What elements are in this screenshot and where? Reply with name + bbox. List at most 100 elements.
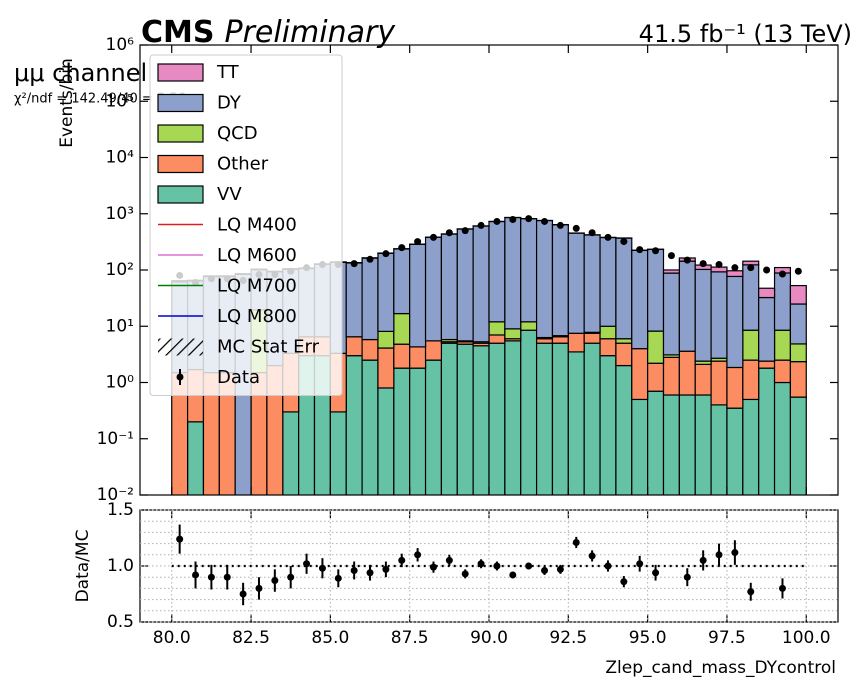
ratio-point [461, 570, 469, 578]
x-axis-label: Zlep_cand_mass_DYcontrol [605, 658, 836, 678]
stack-bar [599, 236, 617, 327]
stack-bar [393, 248, 411, 315]
stack-bar [377, 252, 395, 332]
x-tick-label: 95.0 [629, 628, 667, 648]
stack-bar [742, 329, 760, 361]
ratio-point [287, 573, 295, 581]
stack-bar [647, 248, 665, 332]
data-point [382, 250, 390, 258]
ratio-point [572, 538, 580, 546]
stack-bar [726, 270, 744, 278]
ratio-y-tick-label: 1.5 [107, 500, 134, 520]
legend-label: QCD [217, 123, 258, 144]
stack-bar [409, 346, 427, 369]
ratio-point [255, 584, 263, 592]
data-point [572, 224, 580, 232]
y-tick-label: 10³ [106, 204, 134, 224]
legend-label: LQ M400 [217, 215, 297, 236]
y-tick-label: 10⁰ [106, 373, 135, 393]
data-point [556, 221, 564, 229]
stack-bar [440, 342, 458, 495]
title: CMS [141, 15, 214, 50]
stack-bar [662, 269, 680, 274]
ratio-point [192, 571, 200, 579]
ratio-point [509, 571, 517, 579]
legend-label: VV [217, 184, 242, 205]
stack-bar [583, 342, 601, 495]
ratio-point [556, 565, 564, 573]
stack-bar [710, 271, 728, 359]
stack-bar [726, 275, 744, 369]
overlay: 10⁻² 10⁻¹ 10⁰ 10¹ 10² 10³ 10⁴ 10⁵ 10⁶ 80.0 82.5 85.… [97, 35, 838, 648]
data-point [763, 266, 771, 274]
ratio-point [477, 560, 485, 568]
stack-bar [615, 342, 633, 367]
stack-bar [393, 343, 411, 369]
stack-bar [488, 342, 506, 495]
stack-bar [631, 398, 649, 495]
stack-bar [345, 262, 363, 338]
cms-label: CMS Preliminary [141, 15, 396, 50]
ratio-point [604, 562, 612, 570]
stack-bar [647, 390, 665, 495]
ratio-point [699, 556, 707, 564]
stack-bar [583, 332, 601, 344]
stack-bar [615, 364, 633, 495]
stack-bar [773, 359, 792, 384]
y-tick-label: 10⁴ [106, 148, 135, 168]
stack-bar [535, 338, 554, 344]
stack-bar [551, 342, 569, 495]
stack-bar [535, 219, 554, 339]
ratio-point [318, 564, 326, 572]
data-point [588, 229, 596, 237]
stack-bar [631, 249, 649, 350]
legend-label: MC Stat Err [217, 337, 320, 358]
stack-bar [694, 268, 712, 362]
stack-bar [488, 220, 506, 323]
stack-bar [424, 236, 443, 342]
stack-bar [742, 264, 760, 331]
data-point [477, 221, 485, 229]
stack-bar [758, 360, 776, 369]
data-point [429, 233, 437, 241]
stack-bar [551, 336, 569, 344]
stack-bar [789, 361, 807, 398]
stack-bar [710, 360, 728, 406]
x-tick-label: 90.0 [470, 628, 508, 648]
y-tick-label: 10⁻² [97, 485, 134, 505]
ratio-point [350, 566, 358, 574]
legend-swatch [157, 124, 204, 143]
x-tick-label: 85.0 [311, 628, 349, 648]
ratio-point [778, 584, 786, 592]
main-frame [139, 44, 839, 496]
ratio-point [445, 556, 453, 564]
data-point [398, 244, 406, 252]
stack-bar [520, 329, 538, 495]
stack-bar [694, 363, 712, 396]
stack-bar [409, 367, 427, 495]
legend-label: Other [217, 154, 269, 175]
data-point [683, 256, 691, 264]
stack-bar [504, 340, 522, 495]
stack-bar [393, 367, 411, 495]
stack-bar [409, 243, 427, 348]
legend-swatch [157, 93, 204, 113]
stack-bar [567, 332, 585, 353]
stack-bar [599, 355, 617, 495]
data-point [731, 264, 739, 272]
stack-bar [377, 347, 395, 389]
stack-bar [726, 366, 744, 409]
stack-bar [535, 342, 554, 495]
x-tick-label: 100.0 [782, 628, 831, 648]
ratio-point [683, 573, 691, 581]
legend: TT DY QCD Other VV LQ M400 LQ M600 LQ M700 LQ M8… [149, 54, 343, 396]
ratio-point [207, 573, 215, 581]
stack-bar [773, 329, 792, 361]
stack-bar [377, 387, 395, 495]
stack-bar [504, 328, 522, 340]
stack-bar [551, 224, 569, 337]
stack-bar [488, 334, 506, 344]
y-tick-label: 10⁶ [106, 35, 135, 55]
data-point [525, 215, 533, 223]
